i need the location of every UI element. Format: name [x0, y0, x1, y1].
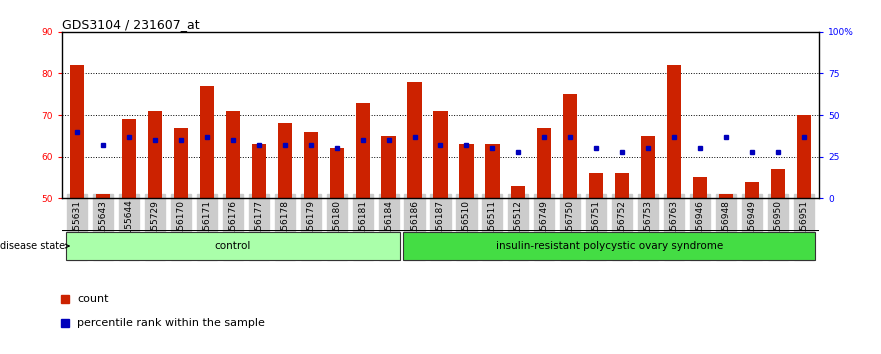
Bar — [96, 194, 110, 198]
Bar — [641, 136, 655, 198]
Bar — [381, 136, 396, 198]
Bar — [459, 144, 474, 198]
Bar — [278, 123, 292, 198]
Text: disease state: disease state — [0, 241, 70, 251]
Bar — [771, 169, 785, 198]
Bar — [744, 182, 759, 198]
Bar — [174, 127, 189, 198]
FancyBboxPatch shape — [403, 232, 816, 261]
Bar — [692, 177, 707, 198]
Bar — [615, 173, 629, 198]
Bar — [329, 148, 344, 198]
Bar — [407, 82, 422, 198]
Bar — [70, 65, 85, 198]
Bar — [226, 111, 240, 198]
Bar — [252, 144, 266, 198]
Bar — [485, 144, 500, 198]
Bar — [667, 65, 681, 198]
FancyBboxPatch shape — [65, 232, 400, 261]
Text: percentile rank within the sample: percentile rank within the sample — [78, 318, 265, 328]
Bar — [304, 132, 318, 198]
Bar — [589, 173, 603, 198]
Text: GDS3104 / 231607_at: GDS3104 / 231607_at — [62, 18, 199, 31]
Text: control: control — [215, 241, 251, 251]
Bar — [122, 119, 137, 198]
Text: count: count — [78, 294, 108, 304]
Bar — [200, 86, 214, 198]
Bar — [563, 94, 577, 198]
Bar — [356, 103, 370, 198]
Text: insulin-resistant polycystic ovary syndrome: insulin-resistant polycystic ovary syndr… — [495, 241, 722, 251]
Bar — [796, 115, 811, 198]
Bar — [719, 194, 733, 198]
Bar — [433, 111, 448, 198]
Bar — [537, 127, 552, 198]
Bar — [511, 186, 525, 198]
Bar — [148, 111, 162, 198]
